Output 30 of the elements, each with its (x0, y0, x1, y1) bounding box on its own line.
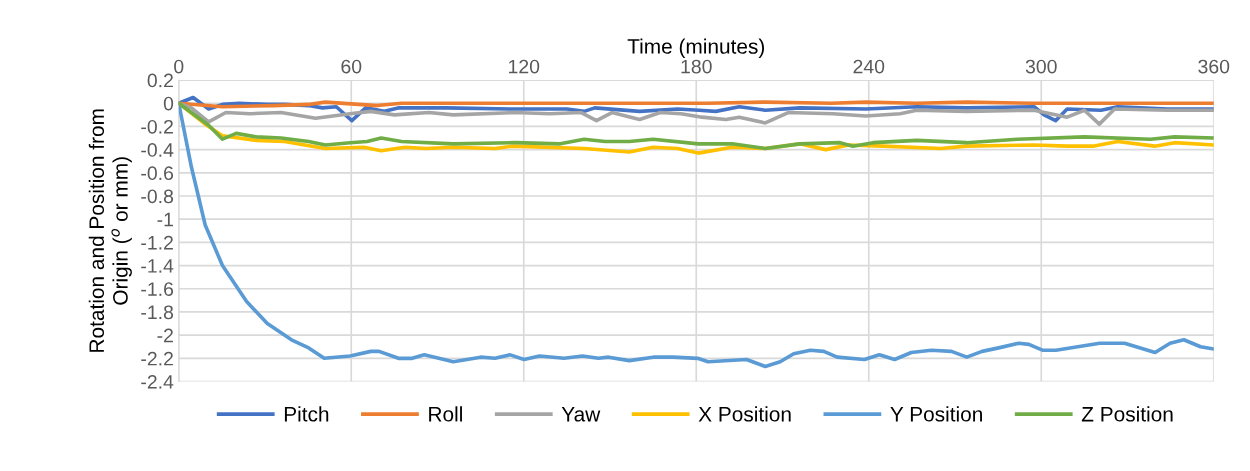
y-tick-label: -2.4 (141, 374, 174, 389)
y-tick-label: -0.4 (141, 143, 174, 157)
legend-label: X Position (698, 406, 791, 422)
y-axis-title: Rotation and Position from Origin ($^{o}$ or mm) (88, 109, 132, 352)
x-tick-label: 300 (1025, 59, 1057, 74)
legend-label: Roll (429, 406, 462, 422)
legend-label: Y Position (890, 406, 982, 422)
y-tick-label: -0.6 (141, 166, 174, 181)
legend-label: Z Position (1081, 406, 1173, 422)
line-series (178, 101, 1214, 126)
x-tick-label: 360 (1198, 59, 1230, 74)
y-tick-label: -1.6 (141, 282, 174, 296)
x-tick-label: 120 (509, 59, 540, 74)
y-tick-label: -1.2 (141, 235, 173, 250)
y-tick-label: 0 (163, 96, 174, 111)
y-tick-label: -1 (157, 212, 173, 227)
y-tick-label: 0.2 (147, 73, 173, 88)
legend-label: Yaw (561, 407, 601, 422)
x-tick-label: 180 (681, 59, 712, 74)
legend-label: Pitch (284, 406, 329, 422)
y-tick-label: -2 (157, 328, 173, 343)
y-tick-label: -2.2 (141, 351, 173, 366)
x-axis-title: Time (minutes) (627, 38, 765, 58)
x-tick-label: 240 (853, 59, 885, 74)
x-tick-label: 60 (341, 59, 362, 74)
y-tick-label: -0.2 (141, 119, 173, 134)
y-tick-label: -1.4 (141, 259, 174, 273)
y-tick-label: -1.8 (141, 305, 174, 320)
x-tick-label: 0 (174, 59, 184, 74)
y-tick-label: -0.8 (141, 189, 174, 204)
